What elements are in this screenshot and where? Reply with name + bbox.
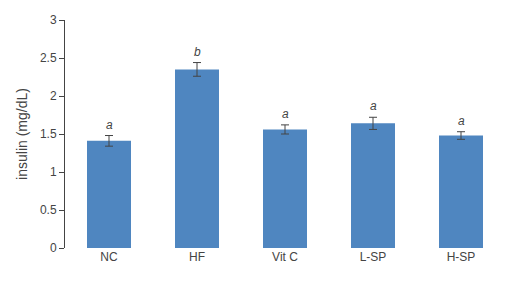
svg-text:2.5: 2.5: [40, 51, 57, 65]
svg-text:1: 1: [50, 165, 57, 179]
svg-text:0: 0: [50, 241, 57, 255]
svg-text:3: 3: [50, 13, 57, 27]
svg-text:insulin (mg/dL): insulin (mg/dL): [14, 88, 30, 180]
svg-text:a: a: [370, 99, 377, 113]
svg-text:HF: HF: [189, 250, 205, 264]
svg-text:a: a: [458, 114, 465, 128]
svg-text:L-SP: L-SP: [360, 250, 387, 264]
svg-text:Vit C: Vit C: [272, 250, 298, 264]
svg-text:1.5: 1.5: [40, 127, 57, 141]
svg-text:a: a: [106, 118, 113, 132]
svg-text:H-SP: H-SP: [447, 250, 476, 264]
svg-text:2: 2: [50, 89, 57, 103]
svg-text:0.5: 0.5: [40, 203, 57, 217]
svg-text:b: b: [194, 45, 201, 59]
svg-text:NC: NC: [100, 250, 118, 264]
svg-text:a: a: [282, 107, 289, 121]
